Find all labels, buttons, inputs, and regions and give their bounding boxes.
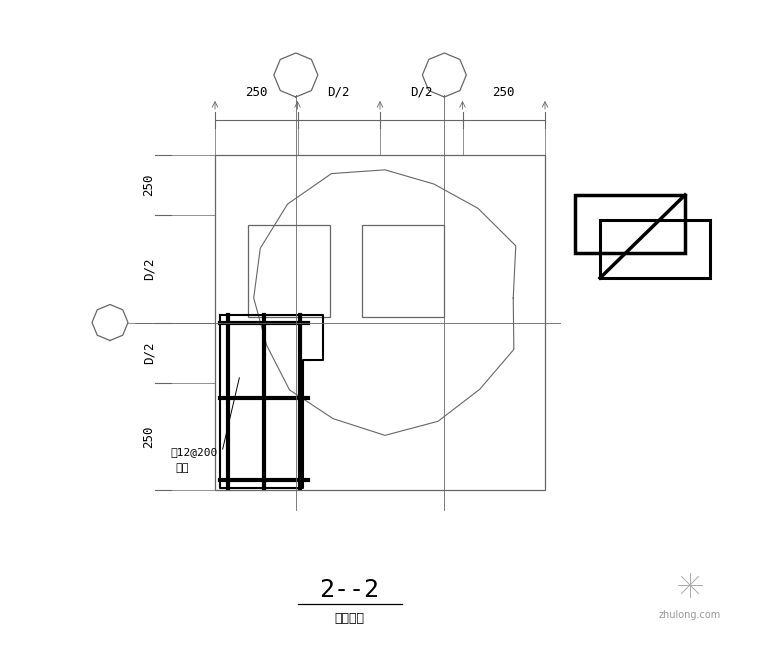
Bar: [600, 220, 710, 278]
Text: 250: 250: [245, 86, 268, 99]
Text: 双桃承台: 双桃承台: [334, 611, 365, 624]
Text: 250: 250: [492, 86, 515, 99]
Text: zhulong.com: zhulong.com: [659, 610, 721, 620]
Text: D/2: D/2: [410, 86, 432, 99]
Text: 双向: 双向: [175, 463, 188, 473]
Bar: [215, 155, 545, 490]
Text: D/2: D/2: [328, 86, 350, 99]
Text: 250: 250: [143, 174, 156, 196]
Text: 2--2: 2--2: [320, 578, 379, 602]
Text: 250: 250: [143, 425, 156, 447]
Text: D/2: D/2: [143, 258, 156, 280]
Bar: [575, 195, 685, 253]
Bar: [362, 225, 444, 317]
Bar: [248, 225, 330, 317]
Text: ？12@200: ？12@200: [170, 447, 217, 457]
Text: D/2: D/2: [143, 342, 156, 364]
